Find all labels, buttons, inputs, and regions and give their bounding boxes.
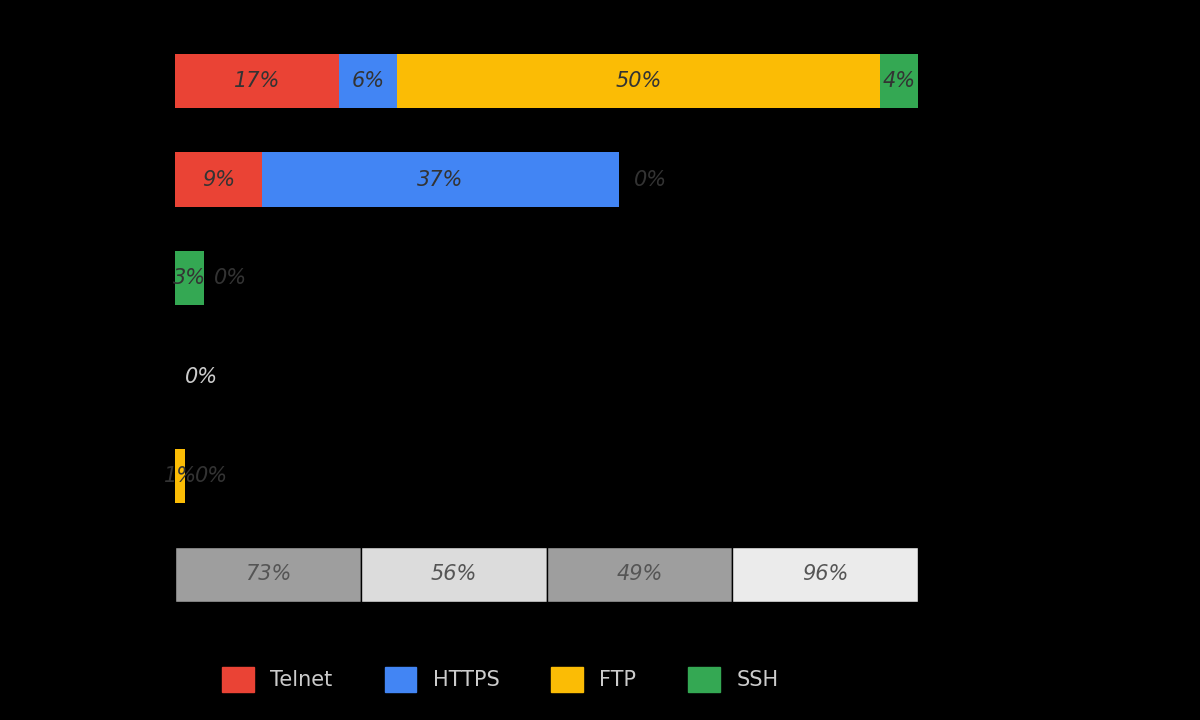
Bar	[880, 54, 918, 108]
Bar	[175, 54, 340, 108]
Text: 73%: 73%	[245, 564, 292, 585]
Bar	[361, 547, 547, 601]
Bar	[175, 153, 262, 207]
Text: 0%: 0%	[214, 269, 247, 288]
Text: 6%: 6%	[352, 71, 385, 91]
Bar	[175, 449, 185, 503]
Bar	[547, 547, 732, 601]
Text: 49%: 49%	[617, 564, 662, 585]
Text: 3%: 3%	[173, 269, 206, 288]
Bar	[175, 251, 204, 305]
Text: 1%: 1%	[163, 466, 197, 486]
Text: 17%: 17%	[234, 71, 281, 91]
Text: 0%: 0%	[194, 466, 228, 486]
Legend: Telnet, HTTPS, FTP, SSH: Telnet, HTTPS, FTP, SSH	[212, 657, 788, 703]
Text: 9%: 9%	[202, 169, 235, 189]
Text: 50%: 50%	[616, 71, 661, 91]
Text: 0%: 0%	[634, 169, 667, 189]
Text: 96%: 96%	[802, 564, 848, 585]
Bar	[175, 547, 361, 601]
Text: 0%: 0%	[185, 367, 218, 387]
Bar	[397, 54, 880, 108]
Text: 4%: 4%	[882, 71, 916, 91]
Text: 37%: 37%	[418, 169, 463, 189]
Bar	[340, 54, 397, 108]
Text: 56%: 56%	[431, 564, 478, 585]
Bar	[732, 547, 918, 601]
Bar	[262, 153, 619, 207]
